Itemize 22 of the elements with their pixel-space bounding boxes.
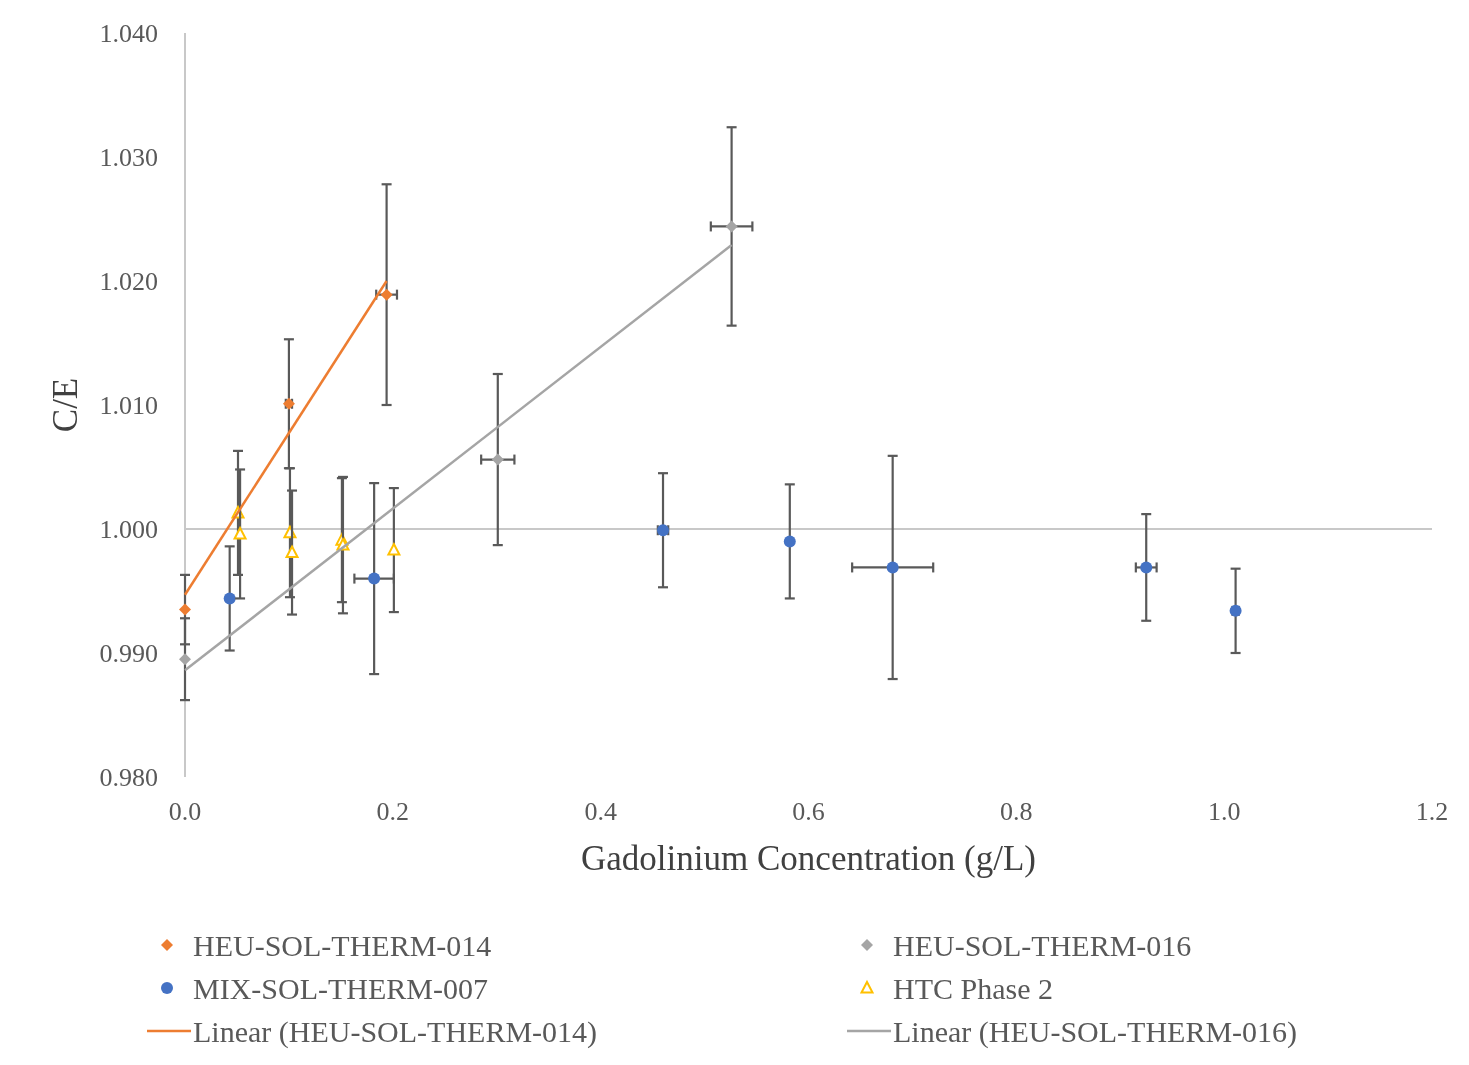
x-tick-label: 0.6 <box>792 797 825 826</box>
legend-label: Linear (HEU-SOL-THERM-014) <box>193 1014 598 1049</box>
y-tick-label: 0.980 <box>99 763 158 793</box>
legend-label: HEU-SOL-THERM-014 <box>193 928 492 962</box>
legend-label: Linear (HEU-SOL-THERM-016) <box>893 1014 1298 1049</box>
legend-label: MIX-SOL-THERM-007 <box>193 971 488 1005</box>
y-axis-title: C/E <box>46 377 85 433</box>
x-tick-label: 0.8 <box>1000 797 1033 826</box>
y-tick-label: 1.000 <box>99 515 158 545</box>
x-axis-title: Gadolinium Concentration (g/L) <box>581 839 1036 878</box>
y-tick-label: 0.990 <box>99 639 158 669</box>
x-tick-label: 0.0 <box>168 797 202 826</box>
legend-label: HEU-SOL-THERM-016 <box>893 928 1192 962</box>
y-tick-label: 1.040 <box>99 19 158 49</box>
legend-label: HTC Phase 2 <box>893 971 1053 1005</box>
y-tick-label: 1.010 <box>99 391 158 421</box>
y-tick-label: 1.020 <box>99 267 158 297</box>
y-tick-label: 1.030 <box>99 143 158 173</box>
x-tick-label: 1.2 <box>1415 797 1449 826</box>
x-tick-label: 1.0 <box>1207 797 1241 826</box>
x-tick-label: 0.2 <box>376 797 410 826</box>
x-tick-label: 0.4 <box>584 797 617 826</box>
